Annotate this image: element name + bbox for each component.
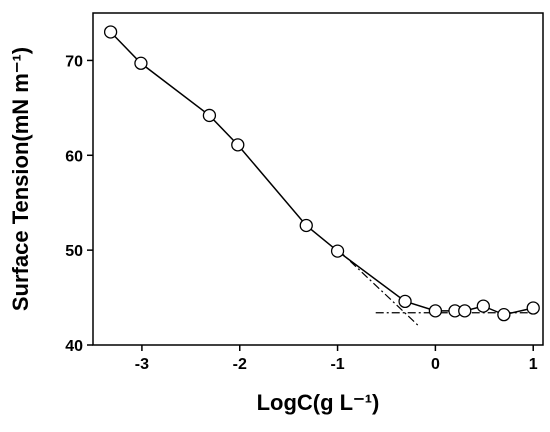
y-tick-label: 40 (65, 338, 83, 355)
data-point (103, 25, 118, 39)
data-point (202, 108, 217, 123)
x-tick-label: -3 (135, 356, 149, 373)
data-point (476, 299, 490, 313)
plot-frame (92, 12, 544, 346)
data-point (428, 304, 443, 318)
data-point (497, 307, 511, 322)
x-tick-label: -2 (233, 356, 247, 373)
x-axis-label: LogC(g L⁻¹) (257, 390, 380, 415)
data-point (398, 294, 412, 309)
reference-line (338, 249, 420, 327)
data-point (134, 56, 148, 70)
data-point (526, 301, 540, 315)
y-tick-label: 60 (65, 148, 83, 165)
data-line (110, 31, 534, 316)
x-tick-label: 1 (529, 356, 538, 373)
y-tick-label: 50 (65, 243, 83, 260)
x-tick-label: -1 (330, 356, 344, 373)
y-axis-label: Surface Tension(mN m⁻¹) (8, 47, 33, 311)
data-point (330, 244, 345, 258)
data-point (299, 218, 313, 233)
data-point (458, 304, 472, 318)
data-point (231, 138, 245, 152)
x-tick-label: 0 (431, 356, 440, 373)
y-tick-label: 70 (65, 53, 83, 70)
